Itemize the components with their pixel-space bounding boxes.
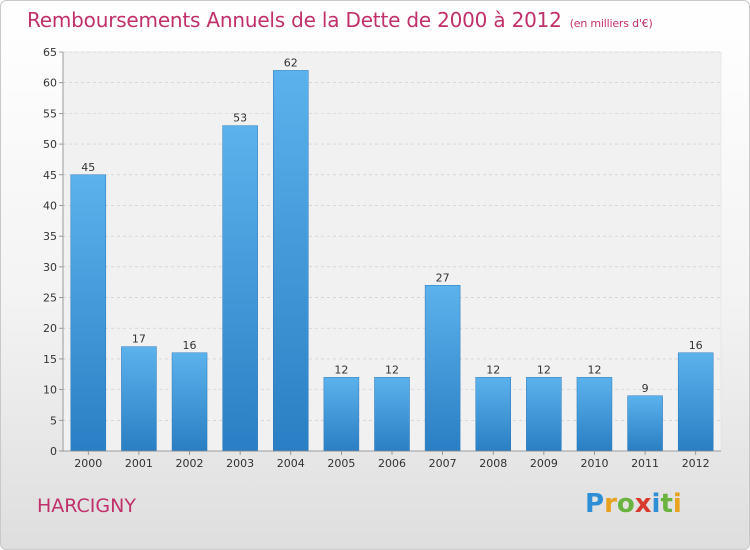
logo-letter: x xyxy=(634,489,652,519)
bar-2009 xyxy=(526,377,562,452)
x-tick-label-2002: 2002 xyxy=(176,457,204,470)
bar-2011 xyxy=(627,395,663,452)
logo-letter: t xyxy=(660,489,673,519)
y-tick-label: 55 xyxy=(43,107,57,120)
data-label-2004: 62 xyxy=(284,56,298,69)
proxiti-logo: Proxiti xyxy=(585,489,682,519)
data-label-2003: 53 xyxy=(233,112,247,125)
x-tick-label-2007: 2007 xyxy=(429,457,457,470)
x-tick-label-2008: 2008 xyxy=(479,457,507,470)
y-tick-label: 0 xyxy=(50,445,57,458)
commune-name: HARCIGNY xyxy=(37,495,136,517)
x-tick-label-2004: 2004 xyxy=(277,457,305,470)
data-label-2010: 12 xyxy=(587,363,601,376)
logo-letter: i xyxy=(651,489,661,519)
y-tick-label: 40 xyxy=(43,199,57,212)
data-label-2009: 12 xyxy=(537,363,551,376)
y-tick-label: 60 xyxy=(43,77,57,90)
y-tick-label: 30 xyxy=(43,261,57,274)
data-label-2000: 45 xyxy=(81,161,95,174)
data-label-2002: 16 xyxy=(183,339,197,352)
data-label-2006: 12 xyxy=(385,363,399,376)
bar-2012 xyxy=(677,352,714,452)
y-axis: 0 5 10 15 20 25 30 35 40 45 50 55 60 65 xyxy=(43,46,64,458)
y-tick-label: 35 xyxy=(43,230,57,243)
logo-letter: i xyxy=(672,489,682,519)
bar-2008 xyxy=(475,377,511,452)
data-label-2012: 16 xyxy=(689,339,703,352)
y-tick-label: 20 xyxy=(43,322,57,335)
y-tick-label: 50 xyxy=(43,138,57,151)
x-axis: 2000 2001 2002 2003 2004 2005 2006 2007 2008 2009… xyxy=(63,450,721,470)
x-tick-label-2006: 2006 xyxy=(378,457,406,470)
bar-2003 xyxy=(222,125,258,452)
y-tick-label: 15 xyxy=(43,353,57,366)
title-text: Remboursements Annuels de la Dette de 20… xyxy=(27,8,562,32)
data-label-2005: 12 xyxy=(334,363,348,376)
x-tick-label-2003: 2003 xyxy=(226,457,254,470)
y-tick-label: 65 xyxy=(43,46,57,59)
bar-2006 xyxy=(374,377,410,452)
data-label-2007: 27 xyxy=(436,271,450,284)
bar-2002 xyxy=(171,352,208,452)
bar-2005 xyxy=(323,377,360,452)
y-tick-label: 10 xyxy=(43,384,57,397)
chart-title: Remboursements Annuels de la Dette de 20… xyxy=(27,8,653,32)
bar-2000 xyxy=(70,174,107,452)
x-tick-label-2001: 2001 xyxy=(125,457,153,470)
bar-2001 xyxy=(121,346,157,452)
bar-2007 xyxy=(424,285,461,452)
x-tick-label-2012: 2012 xyxy=(682,457,710,470)
bar-2010 xyxy=(576,377,613,452)
logo-letter: r xyxy=(604,489,617,519)
x-tick-label-2010: 2010 xyxy=(580,457,608,470)
x-tick-label-2005: 2005 xyxy=(327,457,355,470)
x-tick-label-2011: 2011 xyxy=(631,457,659,470)
y-tick-label: 25 xyxy=(43,292,57,305)
data-label-2011: 9 xyxy=(642,382,649,395)
y-tick-label: 5 xyxy=(50,414,57,427)
x-tick-label-2000: 2000 xyxy=(74,457,102,470)
logo-letter: o xyxy=(616,489,635,519)
chart-subtitle: (en milliers d'€) xyxy=(569,17,653,30)
bars: 45 17 16 53 62 12 12 27 12 12 12 9 16 xyxy=(70,56,714,452)
data-label-2008: 12 xyxy=(486,363,500,376)
logo-letter: P xyxy=(585,489,605,519)
x-tick-label-2009: 2009 xyxy=(530,457,558,470)
bar-2004 xyxy=(273,70,309,452)
y-tick-label: 45 xyxy=(43,169,57,182)
data-label-2001: 17 xyxy=(132,333,146,346)
